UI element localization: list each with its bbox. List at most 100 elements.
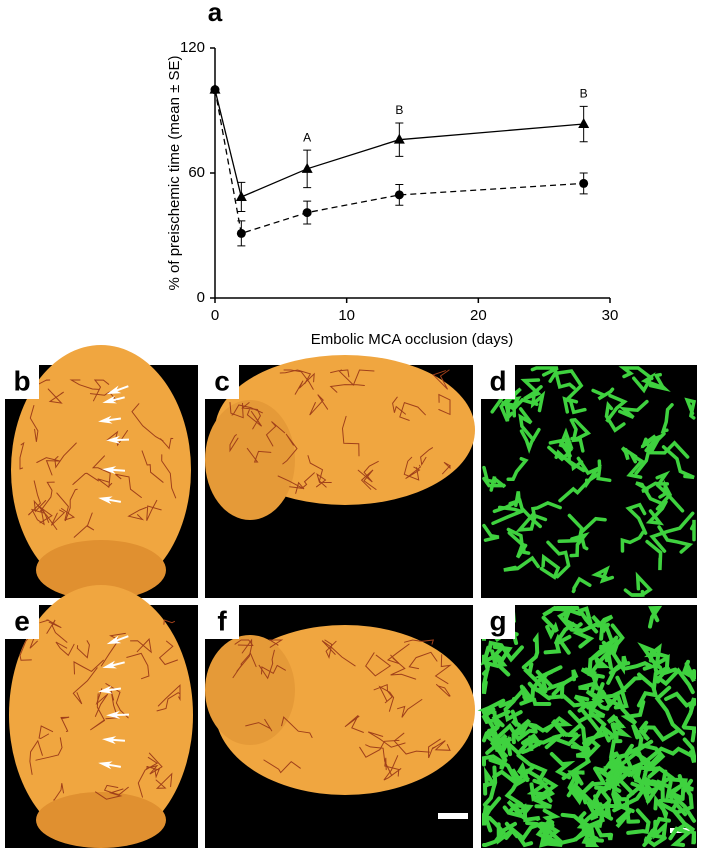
vessel — [527, 669, 554, 692]
vessel — [548, 438, 574, 458]
vessel — [656, 667, 695, 695]
vessel — [229, 402, 244, 419]
vessel — [638, 726, 651, 742]
vessel — [241, 402, 261, 430]
vessel — [572, 622, 598, 649]
vessel — [492, 768, 520, 787]
y-tick-label: 0 — [197, 289, 205, 306]
vessel — [571, 576, 592, 594]
vessel — [624, 661, 657, 671]
marker — [578, 118, 590, 129]
vessel — [504, 764, 536, 807]
vessel — [519, 684, 552, 706]
vessel — [661, 445, 695, 480]
vessel — [604, 400, 626, 433]
vessel — [610, 758, 622, 793]
arrow — [106, 385, 129, 395]
vessel — [605, 750, 657, 778]
scale-bar — [438, 813, 468, 819]
vessel — [519, 427, 541, 454]
panel-label: d — [489, 365, 506, 396]
vessel — [528, 722, 554, 733]
y-tick-label: 120 — [180, 39, 205, 56]
vessel — [105, 690, 119, 720]
vessel — [442, 461, 451, 475]
panel-label-box — [205, 605, 239, 639]
vessel — [265, 421, 286, 447]
vessel — [641, 481, 670, 493]
vessel — [321, 640, 356, 667]
vessel — [482, 476, 507, 489]
vessel — [591, 682, 610, 711]
vessel — [160, 437, 174, 450]
panel-label-box — [481, 365, 515, 399]
vessel — [38, 725, 54, 740]
vessel — [591, 614, 610, 641]
vessel — [532, 777, 556, 809]
vessel — [560, 811, 587, 826]
vessel — [553, 621, 576, 646]
vessel — [544, 715, 573, 733]
vessel — [47, 388, 64, 404]
vessel — [341, 415, 360, 457]
vessel — [620, 743, 646, 777]
vessel — [523, 662, 548, 694]
vessel — [626, 450, 645, 479]
cerebellum — [36, 540, 166, 600]
cerebellum — [205, 400, 295, 520]
chart-title: a — [208, 0, 223, 27]
vessel — [163, 619, 175, 625]
vessel — [643, 433, 664, 455]
vessel — [618, 399, 649, 420]
vessel — [549, 752, 576, 780]
vessel — [567, 722, 588, 748]
vessel — [506, 527, 528, 559]
vessel — [137, 756, 159, 798]
vessel — [72, 472, 99, 486]
brain — [11, 345, 191, 595]
vessel — [525, 821, 557, 848]
vessel — [91, 455, 111, 488]
vessel — [307, 455, 327, 488]
vessel — [591, 387, 615, 401]
marker — [579, 178, 589, 188]
vessel — [504, 821, 534, 848]
vessel — [316, 472, 332, 488]
vessel — [482, 814, 506, 835]
vessel — [575, 746, 592, 759]
vessel — [127, 506, 147, 521]
vessel — [511, 718, 531, 745]
vessel — [653, 794, 669, 823]
panel-label-box — [205, 365, 239, 399]
arrow — [106, 710, 130, 719]
vessel — [569, 532, 590, 558]
vessel — [90, 693, 106, 731]
vessel — [672, 809, 696, 833]
x-tick-label: 30 — [602, 307, 619, 324]
panel-label-box — [5, 605, 39, 639]
vessel — [432, 369, 450, 390]
vessel — [487, 728, 508, 760]
vessel — [638, 720, 680, 743]
vessel — [649, 511, 695, 553]
vessel — [397, 699, 423, 718]
vessel — [339, 369, 350, 378]
vessel — [636, 672, 659, 708]
x-tick-label: 20 — [470, 307, 487, 324]
vessel — [263, 759, 301, 774]
vessel — [115, 473, 142, 498]
vessel — [640, 775, 663, 806]
arrow — [98, 415, 122, 424]
vessel — [655, 479, 673, 511]
vessel — [357, 460, 379, 483]
vessel — [482, 709, 511, 743]
vessel — [521, 632, 540, 670]
vessel — [53, 783, 64, 801]
vessel — [482, 523, 500, 542]
vessel — [494, 653, 511, 677]
vessel — [283, 369, 314, 390]
vessel — [482, 465, 497, 492]
vessel — [33, 499, 58, 530]
vessel — [491, 505, 527, 526]
vessel — [573, 689, 611, 711]
